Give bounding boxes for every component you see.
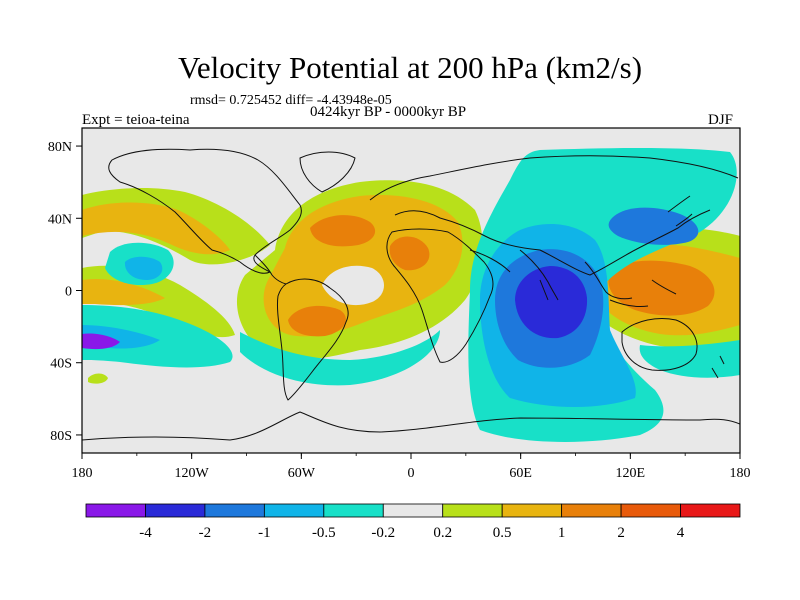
- x-tick-label: 180: [72, 466, 93, 481]
- map-panel: [82, 128, 740, 453]
- x-tick-label: 120E: [616, 466, 646, 481]
- colorbar-label: -0.2: [371, 525, 395, 541]
- contour-positive-south-america-max: [288, 305, 346, 337]
- contour-positive-south-pacific-core: [82, 278, 165, 306]
- colorbar-swatch: [442, 503, 503, 518]
- colorbar: -4 -2 -1 -0.5 -0.2 0.2 0.5 1 2 4: [85, 503, 741, 541]
- colorbar-swatch: [204, 503, 265, 518]
- coastlines: [82, 148, 740, 441]
- coast-japan: [667, 195, 693, 227]
- x-tick-label: 60W: [288, 466, 316, 481]
- contour-negative-indian-core: [515, 266, 588, 339]
- contour-negative-atlantic-south: [240, 330, 440, 386]
- x-tick-label: 0: [408, 466, 415, 481]
- colorbar-swatch: [501, 503, 563, 518]
- coast-arabia-india: [469, 249, 559, 301]
- contour-negative-southwest-pacific: [639, 340, 740, 378]
- y-tick-label: 40S: [50, 357, 72, 372]
- coast-greenland: [299, 151, 356, 193]
- y-tick-label: 40N: [48, 212, 72, 227]
- season-label: DJF: [708, 112, 734, 128]
- contour-negative-south-pacific-min: [82, 333, 120, 350]
- colorbar-swatch: [323, 503, 384, 518]
- colorbar-swatch: [680, 503, 741, 518]
- coast-antarctica: [82, 411, 740, 441]
- coast-australia: [621, 318, 698, 371]
- contour-negative-pacific-cell-core: [124, 256, 163, 280]
- experiment-label: Expt = teioa-teina: [82, 112, 190, 128]
- colorbar-swatch: [145, 503, 206, 518]
- contour-positive-africa-max: [389, 236, 430, 271]
- y-tick-label: 80N: [48, 140, 72, 155]
- colorbar-label: -2: [199, 525, 212, 541]
- contour-negative-east-asia: [608, 207, 699, 245]
- coast-southeast-asia: [584, 261, 677, 307]
- map-title: Velocity Potential at 200 hPa (km2/s): [177, 50, 643, 85]
- contour-negative-south-pacific: [82, 305, 233, 368]
- y-tick-label: 80S: [50, 429, 72, 444]
- x-tick-label: 180: [730, 466, 751, 481]
- coast-north-america: [108, 148, 302, 274]
- contour-atlantic-neutral-hole: [322, 265, 384, 306]
- x-tick-label: 60E: [509, 466, 532, 481]
- x-tick-label: 120W: [175, 466, 210, 481]
- colorbar-label: -0.5: [312, 525, 336, 541]
- coast-south-america: [277, 278, 349, 401]
- period-label: 0424kyr BP - 0000kyr BP: [310, 104, 467, 120]
- colorbar-label: -4: [139, 525, 152, 541]
- colorbar-label: 2: [617, 525, 625, 541]
- colorbar-swatch: [561, 503, 622, 518]
- colorbar-swatch: [382, 503, 444, 518]
- coast-new-zealand: [711, 355, 725, 379]
- contour-positive-small-cell: [88, 373, 108, 384]
- x-axis: 180 120W 60W 0 60E 120E 180: [72, 453, 751, 481]
- colorbar-label: -1: [258, 525, 271, 541]
- contour-positive-maritime-max: [608, 260, 715, 316]
- coast-central-america: [254, 254, 287, 285]
- colorbar-label: 0.2: [433, 525, 452, 541]
- rmsd-diff-stats: rmsd= 0.725452 diff= -4.43948e-05: [190, 93, 392, 108]
- y-tick-label: 0: [65, 285, 72, 300]
- coast-africa: [386, 228, 494, 363]
- coast-europe-asia: [369, 155, 739, 276]
- colorbar-label: 1: [558, 525, 566, 541]
- contour-positive-pacific-north-core: [82, 202, 230, 255]
- contour-positive-north-atlantic-max: [310, 215, 376, 247]
- colorbar-swatch: [85, 503, 146, 518]
- colorbar-swatch: [263, 503, 325, 518]
- colorbar-label: 0.5: [493, 525, 512, 541]
- colorbar-swatch: [620, 503, 681, 518]
- y-axis: 80N 40N 0 40S 80S: [48, 140, 82, 444]
- colorbar-label: 4: [677, 525, 685, 541]
